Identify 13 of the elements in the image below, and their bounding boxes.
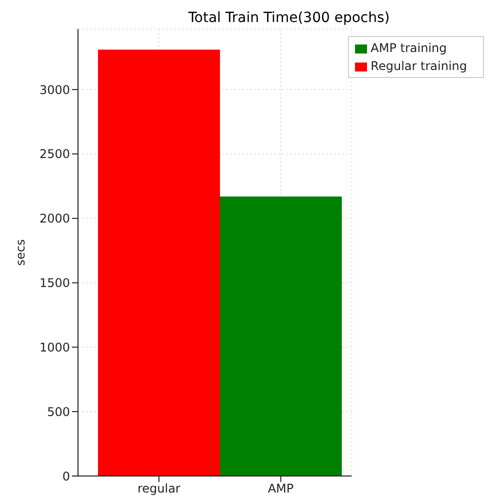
legend-label: AMP training <box>370 41 447 55</box>
legend-label: Regular training <box>370 59 467 73</box>
chart-title: Total Train Time(300 epochs) <box>187 10 391 26</box>
y-tick-label: 3000 <box>39 82 70 97</box>
y-tick-label: 2000 <box>39 212 70 226</box>
x-tick-label: AMP <box>268 482 294 496</box>
y-axis-title: secs <box>13 239 28 266</box>
x-tick-label: regular <box>137 482 180 496</box>
y-tick-label: 2500 <box>39 147 70 162</box>
y-tick-label: 0 <box>62 469 70 484</box>
y-tick-label: 500 <box>47 404 70 419</box>
y-tick-label: 1000 <box>39 340 70 354</box>
y-tick-label: 1500 <box>39 276 70 290</box>
